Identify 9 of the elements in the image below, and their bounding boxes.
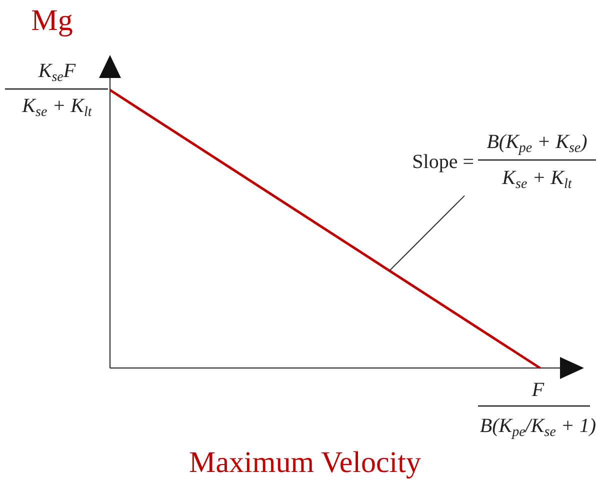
x-axis-title: Maximum Velocity bbox=[189, 446, 421, 479]
text: K$_{se}$F bbox=[37, 60, 76, 84]
text: B(K$_{pe}$/K$_{se}$ + 1) bbox=[480, 415, 596, 440]
annotation: K$_{se}$ + K$_{lt}$ bbox=[501, 167, 573, 192]
annotation: K$_{se}$ + K$_{lt}$ bbox=[21, 95, 93, 120]
annotation: Slope = bbox=[412, 151, 474, 173]
annotation: B(K$_{pe}$ + K$_{se}$) bbox=[486, 131, 588, 156]
text: F bbox=[530, 379, 545, 401]
y-axis-title: Mg bbox=[31, 4, 73, 37]
